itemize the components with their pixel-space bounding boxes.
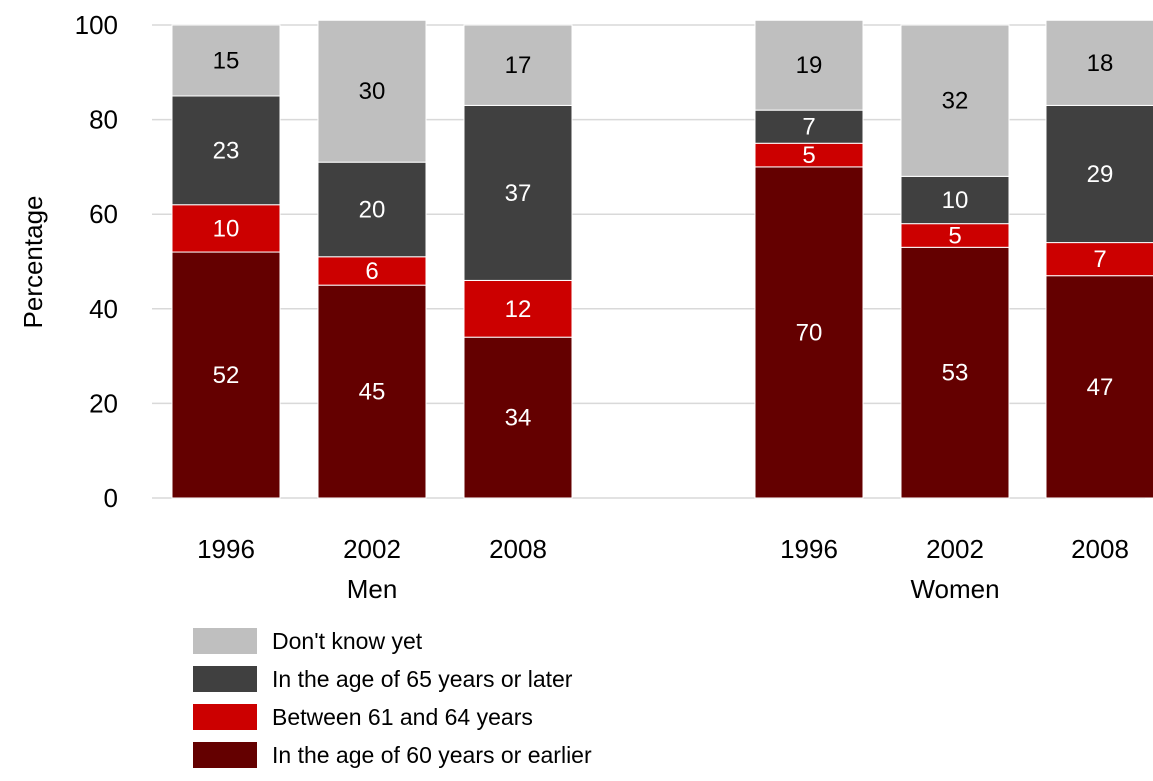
data-label: 5 — [802, 142, 815, 169]
bar-segment — [900, 175, 1010, 225]
data-label: 47 — [1087, 374, 1114, 401]
bar-segment — [171, 251, 281, 499]
bar-segment — [1045, 242, 1153, 277]
legend-label: In the age of 60 years or earlier — [272, 742, 592, 768]
data-label: 10 — [213, 215, 240, 242]
bar-segment — [900, 246, 1010, 499]
x-category-label: 2008 — [489, 534, 547, 564]
x-group-label: Women — [910, 574, 999, 604]
x-category-label: 1996 — [197, 534, 255, 564]
data-label: 70 — [796, 319, 823, 346]
data-label: 7 — [802, 114, 815, 141]
legend-swatch — [193, 628, 257, 654]
bar-segment — [171, 204, 281, 253]
y-axis-title: Percentage — [18, 196, 48, 329]
data-label: 34 — [505, 405, 532, 432]
data-label: 5 — [948, 222, 961, 249]
x-category-label: 2002 — [343, 534, 401, 564]
category-labels: 1996 2002 2008 Men 1996 2002 2008 Women — [197, 534, 1129, 604]
data-label: 15 — [213, 47, 240, 74]
data-label: 18 — [1087, 50, 1114, 77]
bar-segment — [754, 109, 864, 144]
legend-swatch — [193, 666, 257, 692]
legend: Don't know yet In the age of 65 years or … — [193, 628, 592, 768]
data-label: 6 — [365, 258, 378, 285]
data-label: 7 — [1093, 246, 1106, 273]
data-label: 52 — [213, 362, 240, 389]
bar-segment — [317, 256, 427, 286]
data-label: 17 — [505, 52, 532, 79]
y-tick-label: 60 — [89, 199, 118, 229]
y-tick-label: 20 — [89, 388, 118, 418]
y-tick-label: 80 — [89, 105, 118, 135]
bar-segment — [171, 24, 281, 97]
bar-segment — [463, 336, 573, 499]
data-label: 53 — [942, 360, 969, 387]
x-category-label: 1996 — [780, 534, 838, 564]
data-label: 10 — [942, 187, 969, 214]
data-label: 45 — [359, 379, 386, 406]
legend-item: In the age of 60 years or earlier — [193, 742, 592, 768]
bar-segment — [463, 279, 573, 338]
data-label: 30 — [359, 78, 386, 105]
bar-segment — [463, 104, 573, 281]
x-group-label: Men — [347, 574, 398, 604]
legend-swatch — [193, 742, 257, 768]
data-label: 32 — [942, 88, 969, 115]
data-label: 20 — [359, 196, 386, 223]
data-label: 29 — [1087, 161, 1114, 188]
bar-segment — [1045, 19, 1153, 106]
x-category-label: 2002 — [926, 534, 984, 564]
bar-segment — [317, 161, 427, 258]
data-label: 23 — [213, 137, 240, 164]
bar-segment — [317, 284, 427, 499]
bar-segment — [1045, 104, 1153, 244]
legend-label: Between 61 and 64 years — [272, 704, 533, 730]
y-tick-label: 100 — [75, 10, 118, 40]
bar-segment — [754, 166, 864, 499]
bar-segment — [754, 19, 864, 111]
legend-label: Don't know yet — [272, 628, 423, 654]
data-label: 19 — [796, 52, 823, 79]
bar-segment — [171, 95, 281, 206]
bars: 5210231545620303412371770571953510324772… — [171, 19, 1153, 499]
bar-segment — [317, 19, 427, 163]
legend-item: Don't know yet — [193, 628, 423, 654]
data-label: 37 — [505, 180, 532, 207]
y-axis-ticks: 0 20 40 60 80 100 — [75, 10, 118, 513]
x-category-label: 2008 — [1071, 534, 1129, 564]
bar-segment — [1045, 275, 1153, 499]
bar-segment — [900, 24, 1010, 177]
legend-item: Between 61 and 64 years — [193, 704, 533, 730]
data-label: 12 — [505, 296, 532, 323]
bar-segment — [463, 24, 573, 106]
y-tick-label: 0 — [104, 483, 118, 513]
legend-item: In the age of 65 years or later — [193, 666, 573, 692]
legend-label: In the age of 65 years or later — [272, 666, 573, 692]
legend-swatch — [193, 704, 257, 730]
y-tick-label: 40 — [89, 294, 118, 324]
